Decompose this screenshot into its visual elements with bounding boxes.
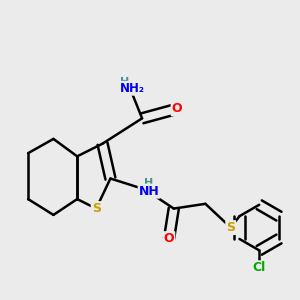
Text: O: O [164,232,174,245]
Text: Cl: Cl [253,261,266,274]
Text: NH: NH [139,185,159,198]
Text: H: H [144,178,154,188]
Text: NH₂: NH₂ [120,82,145,95]
Text: O: O [172,102,182,115]
Text: S: S [92,202,101,215]
Text: H: H [120,77,129,87]
Text: S: S [226,221,235,234]
